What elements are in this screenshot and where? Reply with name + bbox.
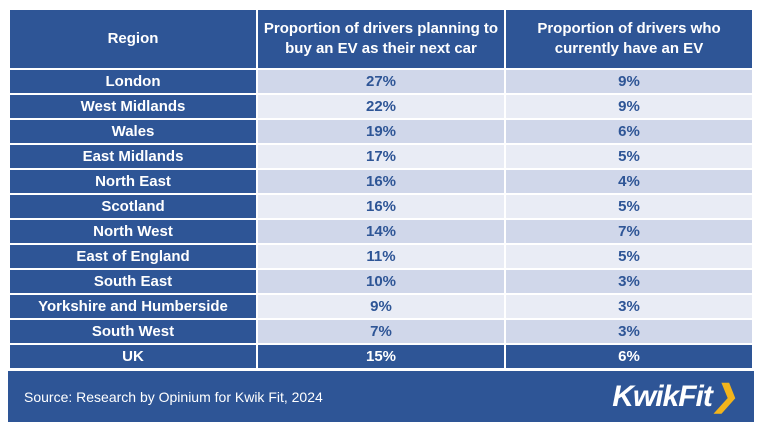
current-cell: 4%: [504, 168, 754, 195]
table-row: West Midlands 22% 9%: [8, 93, 754, 120]
planning-cell: 19%: [256, 118, 506, 145]
region-cell: Wales: [8, 118, 258, 145]
ev-table-container: Region Proportion of drivers planning to …: [8, 8, 754, 370]
planning-cell: 22%: [256, 93, 506, 120]
table-row: Yorkshire and Humberside 9% 3%: [8, 293, 754, 320]
ev-table: Region Proportion of drivers planning to …: [8, 8, 754, 370]
table-row: South West 7% 3%: [8, 318, 754, 345]
column-header: Region: [8, 8, 258, 70]
current-cell: 3%: [504, 293, 754, 320]
table-row: East of England 11% 5%: [8, 243, 754, 270]
region-cell: East Midlands: [8, 143, 258, 170]
current-cell: 6%: [504, 118, 754, 145]
region-cell: East of England: [8, 243, 258, 270]
table-row: East Midlands 17% 5%: [8, 143, 754, 170]
total-row: UK 15% 6%: [8, 343, 754, 370]
current-cell: 9%: [504, 68, 754, 95]
planning-cell: 7%: [256, 318, 506, 345]
current-cell: 3%: [504, 318, 754, 345]
column-header: Proportion of drivers who currently have…: [504, 8, 754, 70]
planning-cell: 9%: [256, 293, 506, 320]
current-cell: 6%: [504, 343, 754, 370]
current-cell: 7%: [504, 218, 754, 245]
planning-cell: 16%: [256, 193, 506, 220]
table-row: North West 14% 7%: [8, 218, 754, 245]
current-cell: 5%: [504, 193, 754, 220]
header-row: Region Proportion of drivers planning to …: [8, 8, 754, 70]
planning-cell: 15%: [256, 343, 506, 370]
table-row: South East 10% 3%: [8, 268, 754, 295]
source-note: Source: Research by Opinium for Kwik Fit…: [24, 389, 323, 405]
current-cell: 3%: [504, 268, 754, 295]
table-row: North East 16% 4%: [8, 168, 754, 195]
column-header: Proportion of drivers planning to buy an…: [256, 8, 506, 70]
current-cell: 5%: [504, 243, 754, 270]
region-cell: North West: [8, 218, 258, 245]
kwik-fit-logo: KwikFit❯: [612, 379, 737, 414]
table-row: Scotland 16% 5%: [8, 193, 754, 220]
planning-cell: 17%: [256, 143, 506, 170]
planning-cell: 16%: [256, 168, 506, 195]
planning-cell: 27%: [256, 68, 506, 95]
region-cell: North East: [8, 168, 258, 195]
table-row: Wales 19% 6%: [8, 118, 754, 145]
region-cell: South East: [8, 268, 258, 295]
chevron-icon: ❯: [711, 380, 737, 413]
footer: Source: Research by Opinium for Kwik Fit…: [8, 371, 754, 422]
region-cell: UK: [8, 343, 258, 370]
region-cell: Yorkshire and Humberside: [8, 293, 258, 320]
current-cell: 9%: [504, 93, 754, 120]
current-cell: 5%: [504, 143, 754, 170]
region-cell: West Midlands: [8, 93, 258, 120]
region-cell: Scotland: [8, 193, 258, 220]
table-row: London 27% 9%: [8, 68, 754, 95]
logo-text: KwikFit: [612, 380, 713, 413]
planning-cell: 14%: [256, 218, 506, 245]
planning-cell: 10%: [256, 268, 506, 295]
region-cell: London: [8, 68, 258, 95]
region-cell: South West: [8, 318, 258, 345]
planning-cell: 11%: [256, 243, 506, 270]
